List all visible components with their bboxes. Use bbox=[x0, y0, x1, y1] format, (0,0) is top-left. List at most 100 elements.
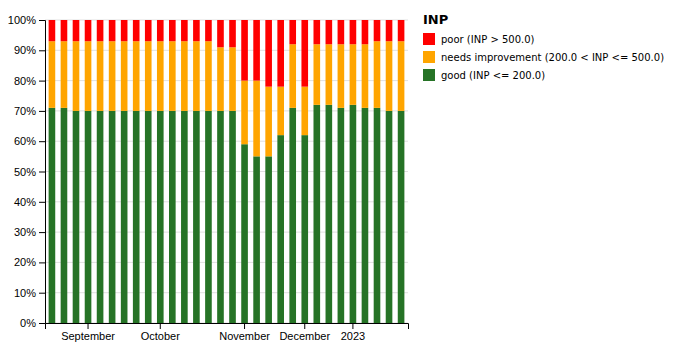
bar bbox=[49, 41, 56, 108]
bar bbox=[133, 41, 140, 111]
legend: INP poor (INP > 500.0) needs improvement (… bbox=[423, 12, 664, 81]
y-tick-label: 100% bbox=[8, 14, 36, 26]
y-tick-mark bbox=[39, 262, 45, 263]
y-tick-label: 0% bbox=[20, 317, 36, 329]
bar bbox=[217, 111, 224, 323]
bar bbox=[338, 108, 345, 323]
bar bbox=[97, 111, 104, 323]
x-tick-mark bbox=[88, 323, 89, 329]
y-tick-label: 30% bbox=[14, 226, 36, 238]
y-tick-label: 90% bbox=[14, 44, 36, 56]
legend-item: needs improvement (200.0 < INP <= 500.0) bbox=[423, 51, 664, 63]
bar bbox=[350, 105, 357, 323]
bar bbox=[217, 20, 224, 47]
y-tick: 60% bbox=[14, 135, 45, 147]
bar bbox=[313, 20, 320, 44]
y-tick-mark bbox=[39, 50, 45, 51]
bar bbox=[73, 41, 80, 111]
y-tick-mark bbox=[39, 20, 45, 21]
bar bbox=[145, 41, 152, 111]
x-tick-label: November bbox=[219, 330, 270, 342]
bar bbox=[61, 108, 68, 323]
bar bbox=[289, 108, 296, 323]
bar bbox=[205, 20, 212, 41]
plot: SeptemberOctoberNovemberDecember20230%10… bbox=[8, 14, 409, 342]
y-tick-mark bbox=[39, 172, 45, 173]
bar bbox=[301, 135, 308, 323]
y-tick-mark bbox=[39, 293, 45, 294]
bar bbox=[193, 41, 200, 111]
legend-title: INP bbox=[423, 12, 448, 27]
bar bbox=[386, 111, 393, 323]
bar bbox=[398, 20, 405, 41]
legend-label: good (INP <= 200.0) bbox=[441, 70, 545, 81]
bar bbox=[49, 20, 56, 41]
bar bbox=[277, 20, 284, 87]
bar bbox=[350, 20, 357, 44]
bar bbox=[181, 111, 188, 323]
bar bbox=[109, 20, 116, 41]
bar bbox=[181, 41, 188, 111]
bar bbox=[109, 41, 116, 111]
x-tick-label: October bbox=[141, 330, 180, 342]
bar bbox=[157, 41, 164, 111]
legend-swatch bbox=[423, 69, 435, 81]
bar bbox=[229, 111, 236, 323]
y-tick-label: 60% bbox=[14, 135, 36, 147]
bar bbox=[61, 20, 68, 41]
x-tick-mark bbox=[352, 323, 353, 329]
bar bbox=[193, 20, 200, 41]
y-tick: 90% bbox=[14, 44, 45, 56]
bar bbox=[253, 156, 260, 323]
x-tick: September bbox=[61, 323, 115, 342]
bar bbox=[313, 44, 320, 105]
bar bbox=[338, 44, 345, 108]
bar bbox=[133, 111, 140, 323]
y-tick: 50% bbox=[14, 166, 45, 178]
bar bbox=[169, 41, 176, 111]
y-tick-label: 50% bbox=[14, 166, 36, 178]
grid bbox=[45, 20, 408, 323]
bar bbox=[362, 20, 369, 44]
y-tick-mark bbox=[39, 323, 45, 324]
bar bbox=[157, 111, 164, 323]
x-axis-line bbox=[46, 324, 409, 330]
bar bbox=[205, 111, 212, 323]
legend-item: good (INP <= 200.0) bbox=[423, 69, 545, 81]
bar bbox=[241, 144, 248, 323]
bar bbox=[374, 20, 381, 41]
bar bbox=[398, 111, 405, 323]
bar bbox=[169, 111, 176, 323]
bar bbox=[73, 111, 80, 323]
bar bbox=[241, 81, 248, 145]
bar bbox=[217, 47, 224, 111]
y-tick: 80% bbox=[14, 75, 45, 87]
y-tick-label: 40% bbox=[14, 196, 36, 208]
y-tick: 40% bbox=[14, 196, 45, 208]
y-tick: 0% bbox=[20, 317, 45, 329]
bar bbox=[133, 20, 140, 41]
x-tick: 2023 bbox=[341, 323, 365, 342]
y-tick-mark bbox=[39, 232, 45, 233]
bar bbox=[193, 111, 200, 323]
bar bbox=[145, 20, 152, 41]
bar bbox=[121, 111, 128, 323]
y-tick-label: 80% bbox=[14, 75, 36, 87]
bar bbox=[121, 20, 128, 41]
legend-item: poor (INP > 500.0) bbox=[423, 33, 535, 45]
bar bbox=[277, 87, 284, 135]
series bbox=[49, 20, 405, 87]
y-tick-label: 70% bbox=[14, 105, 36, 117]
y-tick-label: 20% bbox=[14, 256, 36, 268]
bar bbox=[301, 20, 308, 87]
bar bbox=[253, 20, 260, 81]
bar bbox=[121, 41, 128, 111]
bar bbox=[362, 108, 369, 323]
x-tick-mark bbox=[244, 323, 245, 329]
bar bbox=[374, 41, 381, 108]
bar bbox=[157, 20, 164, 41]
bar bbox=[85, 111, 92, 323]
bar bbox=[326, 20, 333, 44]
y-axis: 0%10%20%30%40%50%60%70%80%90%100% bbox=[8, 14, 46, 329]
y-tick-mark bbox=[39, 111, 45, 112]
